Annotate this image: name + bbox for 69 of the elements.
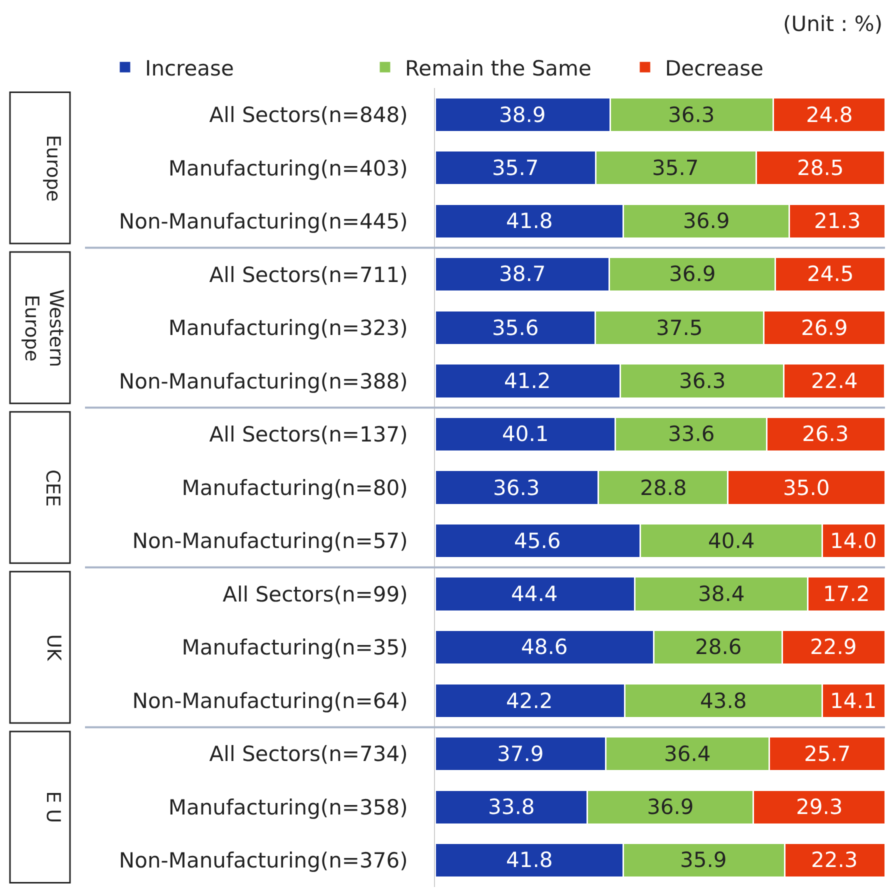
data-label: 37.5 xyxy=(656,316,703,340)
data-label: 29.3 xyxy=(796,795,843,819)
data-label: 35.7 xyxy=(492,156,539,180)
data-label: 40.4 xyxy=(708,529,755,553)
data-label: 44.4 xyxy=(511,582,558,606)
y-tick-label: Manufacturing(n=35) xyxy=(182,636,408,660)
y-tick-label: All Sectors(n=848) xyxy=(209,102,408,127)
text: CEE xyxy=(42,470,64,507)
data-label: 35.6 xyxy=(492,316,539,340)
data-label: 24.8 xyxy=(806,103,853,127)
y-tick-label: Manufacturing(n=80) xyxy=(182,476,408,500)
y-tick-label: All Sectors(n=711) xyxy=(209,262,408,287)
y-tick-label: Non-Manufacturing(n=57) xyxy=(132,529,408,554)
legend-label: Increase xyxy=(145,56,234,80)
data-label: 37.9 xyxy=(497,742,544,766)
data-label: 36.4 xyxy=(664,742,711,766)
data-label: 26.9 xyxy=(801,316,848,340)
y-tick-label: All Sectors(n=734) xyxy=(209,742,408,766)
text: E U xyxy=(42,791,64,824)
y-tick-label: Non-Manufacturing(n=445) xyxy=(118,210,408,234)
data-label: 36.3 xyxy=(679,369,726,393)
y-tick-label: Non-Manufacturing(n=388) xyxy=(118,369,408,394)
data-label: 36.9 xyxy=(647,795,694,819)
data-label: 43.8 xyxy=(700,689,747,713)
y-tick-label: Non-Manufacturing(n=64) xyxy=(132,688,408,713)
text: Western Europe xyxy=(20,289,68,368)
data-label: 42.2 xyxy=(506,689,553,713)
data-label: 45.6 xyxy=(514,529,561,553)
data-label: 28.8 xyxy=(640,476,687,500)
data-label: 14.1 xyxy=(830,689,877,713)
legend-label: Decrease xyxy=(665,56,764,80)
data-label: 48.6 xyxy=(521,635,568,659)
y-tick-label: Non-Manufacturing(n=376) xyxy=(118,848,408,873)
data-label: 22.9 xyxy=(810,635,857,659)
data-label: 38.9 xyxy=(499,103,546,127)
data-label: 22.4 xyxy=(811,369,858,393)
data-label: 28.6 xyxy=(695,635,742,659)
data-label: 14.0 xyxy=(830,529,877,553)
data-label: 41.2 xyxy=(504,369,551,393)
y-tick-label: All Sectors(n=137) xyxy=(209,422,408,447)
y-tick-label: Manufacturing(n=403) xyxy=(168,156,408,180)
data-label: 22.3 xyxy=(811,848,858,872)
data-label: 33.6 xyxy=(668,422,715,446)
data-label: 33.8 xyxy=(488,795,535,819)
text: UK xyxy=(42,634,64,662)
y-tick-label: All Sectors(n=99) xyxy=(222,582,408,606)
data-label: 38.7 xyxy=(499,262,546,286)
data-label: 36.3 xyxy=(493,476,540,500)
data-label: 26.3 xyxy=(802,422,849,446)
y-tick-label: Manufacturing(n=358) xyxy=(168,795,408,820)
data-label: 35.9 xyxy=(680,848,727,872)
data-label: 36.3 xyxy=(668,103,715,127)
data-label: 36.9 xyxy=(669,262,716,286)
data-label: 24.5 xyxy=(807,262,854,286)
data-label: 28.5 xyxy=(797,156,844,180)
data-label: 41.8 xyxy=(506,848,553,872)
text: (Unit : %) xyxy=(783,12,883,36)
legend-label: Remain the Same xyxy=(405,56,592,80)
text: Europe xyxy=(42,134,64,202)
data-label: 41.8 xyxy=(506,209,553,233)
data-label: 36.9 xyxy=(683,209,730,233)
data-label: 21.3 xyxy=(814,209,861,233)
data-label: 35.0 xyxy=(783,476,830,500)
y-tick-label: Manufacturing(n=323) xyxy=(168,316,408,340)
data-label: 40.1 xyxy=(502,422,549,446)
data-label: 38.4 xyxy=(698,582,745,606)
data-label: 17.2 xyxy=(823,582,870,606)
data-label: 25.7 xyxy=(804,742,851,766)
data-label: 35.7 xyxy=(652,156,699,180)
